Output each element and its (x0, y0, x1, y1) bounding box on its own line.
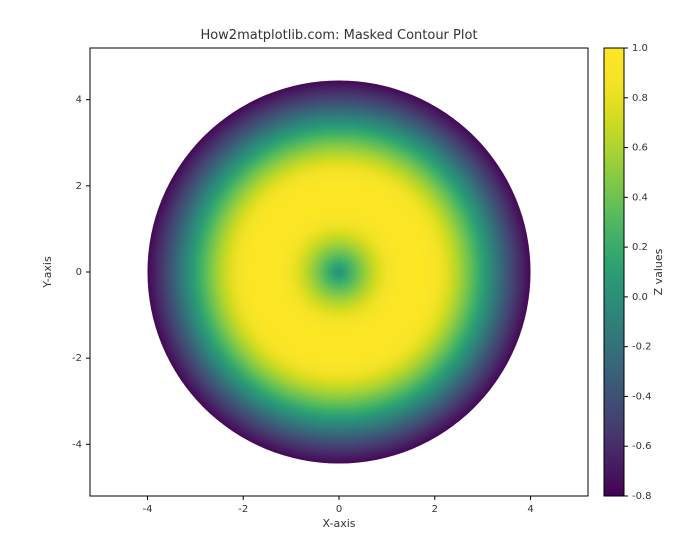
svg-text:-4: -4 (142, 504, 152, 515)
y-axis-label: Y-axis (41, 256, 54, 287)
svg-text:-0.2: -0.2 (632, 342, 652, 353)
contour-plot: -4 -2 0 2 4 -4 -2 0 2 4 -0.8 -0.6 -0.4 -0.2 0.0 0.2 0.4 0… (0, 0, 700, 560)
svg-text:1.0: 1.0 (632, 43, 648, 54)
svg-text:0.4: 0.4 (632, 192, 648, 203)
svg-text:-0.4: -0.4 (632, 391, 652, 402)
svg-text:0.0: 0.0 (632, 292, 648, 303)
svg-text:-0.8: -0.8 (632, 491, 652, 502)
svg-text:0.8: 0.8 (632, 93, 648, 104)
svg-text:0: 0 (76, 267, 82, 278)
svg-text:0.2: 0.2 (632, 242, 648, 253)
colorbar-label: Z values (652, 249, 665, 296)
svg-text:-2: -2 (238, 504, 248, 515)
svg-text:-0.6: -0.6 (632, 441, 652, 452)
svg-text:0.6: 0.6 (632, 143, 648, 154)
svg-text:2: 2 (432, 504, 438, 515)
svg-text:4: 4 (527, 504, 533, 515)
figure: { "figure": { "width_px": 700, "height_p… (0, 0, 700, 560)
svg-text:-2: -2 (72, 353, 82, 364)
x-axis-label: X-axis (90, 517, 588, 530)
chart-title: How2matplotlib.com: Masked Contour Plot (90, 28, 588, 43)
svg-text:2: 2 (76, 181, 82, 192)
svg-text:4: 4 (76, 95, 82, 106)
svg-text:0: 0 (336, 504, 342, 515)
svg-text:-4: -4 (72, 439, 82, 450)
